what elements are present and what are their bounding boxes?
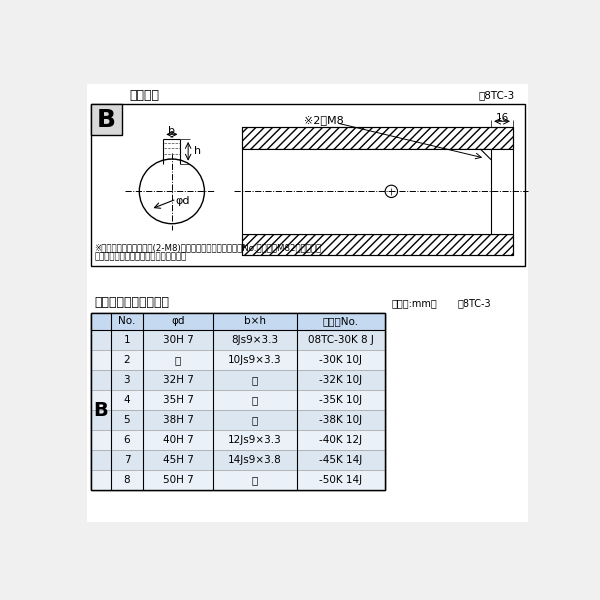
Text: 35H 7: 35H 7 xyxy=(163,395,194,405)
Text: ゝ: ゝ xyxy=(175,355,181,365)
Text: φd: φd xyxy=(172,316,185,326)
Text: 8Js9×3.3: 8Js9×3.3 xyxy=(231,335,278,345)
Text: 45H 7: 45H 7 xyxy=(163,455,194,465)
Text: φd: φd xyxy=(175,196,190,206)
Text: ※セットボルト用タップ(2-M8)が必要な場合は右記コードNo.の末尾にM82を付ける。: ※セットボルト用タップ(2-M8)が必要な場合は右記コードNo.の末尾にM82を… xyxy=(94,243,322,252)
Bar xyxy=(91,313,385,490)
Text: （単位:mm）: （単位:mm） xyxy=(391,298,437,308)
Text: h: h xyxy=(194,146,200,157)
Text: 7: 7 xyxy=(124,455,130,465)
Text: -45K 14J: -45K 14J xyxy=(319,455,362,465)
Text: b: b xyxy=(169,125,175,136)
Text: 14Js9×3.8: 14Js9×3.8 xyxy=(228,455,281,465)
Bar xyxy=(91,450,385,470)
Text: -38K 10J: -38K 10J xyxy=(319,415,362,425)
Bar xyxy=(91,350,385,370)
Text: 3: 3 xyxy=(124,375,130,385)
Bar xyxy=(242,127,513,149)
Bar xyxy=(242,149,513,233)
Bar xyxy=(91,470,385,490)
Text: 5: 5 xyxy=(124,415,130,425)
Text: B: B xyxy=(93,401,108,419)
Text: -32K 10J: -32K 10J xyxy=(319,375,362,385)
Bar xyxy=(86,83,529,287)
Bar xyxy=(91,390,385,410)
Bar xyxy=(242,234,513,255)
Text: 軸穴形状コード一覧表: 軸穴形状コード一覧表 xyxy=(94,296,169,310)
Text: 30H 7: 30H 7 xyxy=(163,335,193,345)
Bar xyxy=(91,430,385,450)
Text: 32H 7: 32H 7 xyxy=(163,375,194,385)
Text: 50H 7: 50H 7 xyxy=(163,475,193,485)
Text: 2: 2 xyxy=(124,355,130,365)
Bar xyxy=(242,234,513,255)
Text: 8: 8 xyxy=(124,475,130,485)
Bar xyxy=(242,127,513,149)
Text: 38H 7: 38H 7 xyxy=(163,415,194,425)
Text: 08TC-30K 8 J: 08TC-30K 8 J xyxy=(308,335,374,345)
Text: -40K 12J: -40K 12J xyxy=(319,435,362,445)
Text: 16: 16 xyxy=(496,113,509,123)
Text: No.: No. xyxy=(118,316,136,326)
Bar xyxy=(91,330,385,350)
Text: 40H 7: 40H 7 xyxy=(163,435,193,445)
Bar xyxy=(91,313,385,330)
Text: コードNo.: コードNo. xyxy=(323,316,359,326)
Text: （セットボルトは付属されています。）: （セットボルトは付属されています。） xyxy=(94,252,187,262)
Bar xyxy=(91,104,524,266)
Bar xyxy=(91,104,121,135)
Text: -30K 10J: -30K 10J xyxy=(319,355,362,365)
Text: 囸8TC-3: 囸8TC-3 xyxy=(478,90,514,100)
Text: 12Js9×3.3: 12Js9×3.3 xyxy=(228,435,281,445)
Text: ゝ: ゝ xyxy=(251,395,258,405)
Text: ゝ: ゝ xyxy=(251,415,258,425)
Text: -35K 10J: -35K 10J xyxy=(319,395,362,405)
Text: 1: 1 xyxy=(124,335,130,345)
Text: 袉8TC-3: 袉8TC-3 xyxy=(458,298,491,308)
Bar xyxy=(91,313,385,490)
Text: ゝ: ゝ xyxy=(251,375,258,385)
Text: 4: 4 xyxy=(124,395,130,405)
Text: 10Js9×3.3: 10Js9×3.3 xyxy=(228,355,281,365)
Bar xyxy=(91,370,385,390)
Text: -50K 14J: -50K 14J xyxy=(319,475,362,485)
Bar xyxy=(91,410,385,430)
Text: ※2－M8: ※2－M8 xyxy=(304,115,343,125)
Text: B: B xyxy=(97,108,115,132)
Text: ゝ: ゝ xyxy=(251,475,258,485)
Text: 軸穴形状: 軸穴形状 xyxy=(129,89,159,101)
Text: 6: 6 xyxy=(124,435,130,445)
Bar xyxy=(86,287,529,523)
Text: b×h: b×h xyxy=(244,316,266,326)
